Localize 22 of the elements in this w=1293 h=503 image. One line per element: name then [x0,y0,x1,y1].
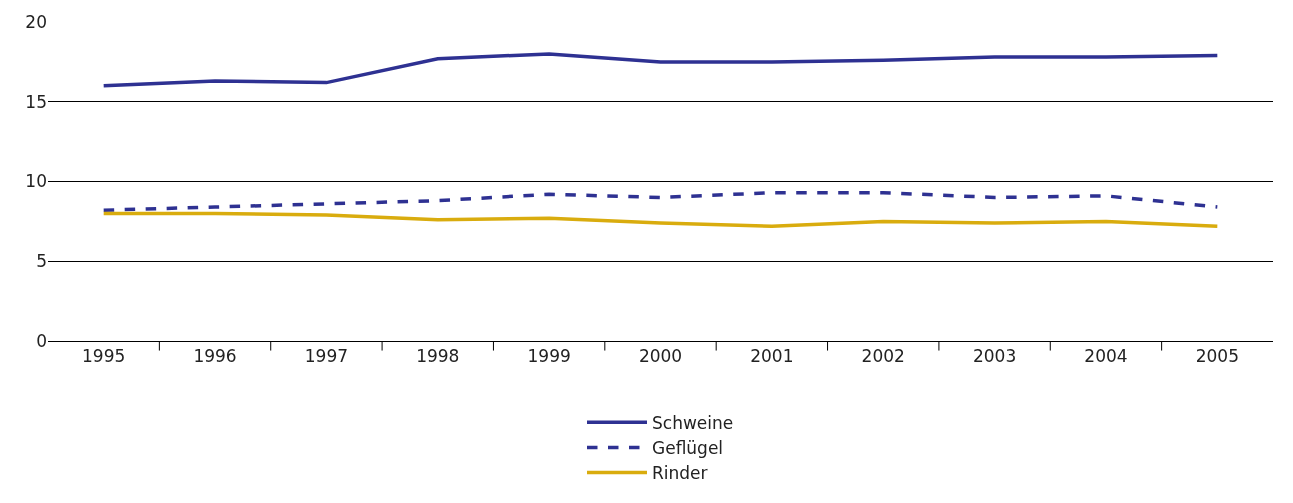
line-series [101,190,1220,212]
y-tick-label: 0 [36,330,47,351]
x-tick-label: 1999 [527,346,571,367]
y-tick-label: 5 [36,251,47,272]
y-tick-label: 15 [25,91,47,112]
legend-label: Geflügel [652,438,724,459]
legend-label: Schweine [652,412,734,433]
y-tick-label: 10 [25,171,47,192]
x-tick-label: 2000 [638,346,683,367]
x-tick-label: 1995 [82,346,126,367]
x-tick-label: 2004 [1084,346,1128,367]
y-tick-label: 20 [25,11,47,32]
x-tick-label: 1997 [304,346,349,367]
legend-label: Rinder [652,463,708,484]
x-tick-label: 2001 [750,346,794,367]
x-tick-label: 2003 [972,346,1017,367]
line-series [101,211,1220,228]
line-series [101,52,1220,88]
x-tick-label: 1998 [416,346,460,367]
x-tick-label: 1996 [193,346,237,367]
x-tick-label: 2005 [1195,346,1239,367]
x-tick-label: 2002 [861,346,905,367]
